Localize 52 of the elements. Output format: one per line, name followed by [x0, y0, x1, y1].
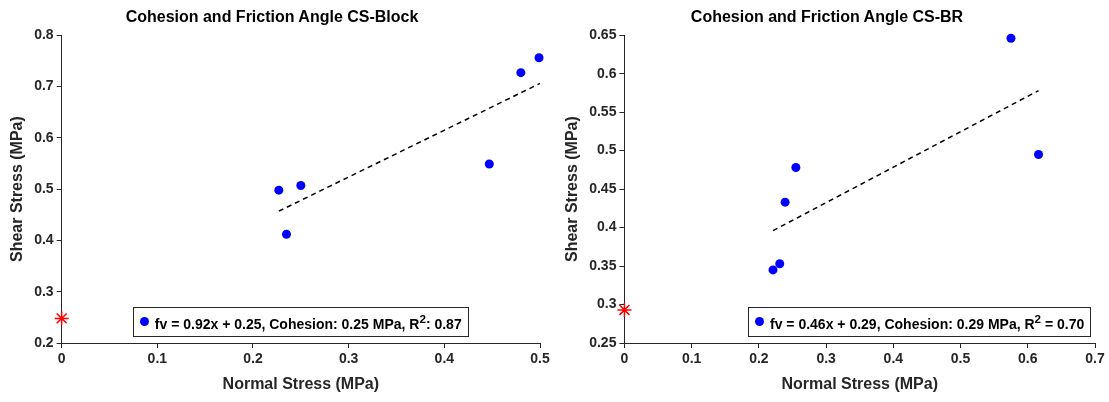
point — [1034, 149, 1044, 159]
point — [768, 265, 778, 275]
y-tick-label: 0.2 — [34, 333, 54, 350]
point — [775, 259, 785, 269]
y-tick-label: 0.7 — [34, 77, 54, 94]
chart-title: Cohesion and Friction Angle CS-BR — [690, 8, 964, 26]
point — [791, 163, 801, 173]
y-tick-label: 0.5 — [34, 179, 54, 196]
x-tick-label: 0 — [620, 350, 629, 367]
point — [534, 53, 544, 63]
x-tick-label: 0.4 — [434, 350, 455, 367]
y-tick-label: 0.35 — [589, 256, 617, 273]
x-tick-label: 0 — [57, 350, 66, 367]
y-tick-label: 0.4 — [596, 218, 617, 235]
y-tick-label: 0.3 — [596, 295, 617, 312]
y-tick-label: 0.3 — [34, 282, 54, 299]
y-tick-label: 0.65 — [589, 26, 617, 43]
point — [616, 302, 633, 318]
x-axis-title: Normal Stress (MPa) — [222, 374, 380, 392]
y-axis-title: Shear Stress (MPa) — [8, 116, 26, 263]
point — [281, 229, 291, 239]
y-tick-label: 0.25 — [589, 333, 617, 350]
y-tick-label: 0.45 — [589, 179, 617, 196]
x-tick-label: 0.3 — [816, 350, 837, 367]
x-tick-label: 0.7 — [1085, 350, 1105, 367]
x-tick-label: 0.1 — [147, 350, 168, 367]
point — [274, 185, 284, 195]
point — [1006, 33, 1016, 43]
chart-title: Cohesion and Friction Angle CS-Block — [125, 8, 419, 26]
point — [296, 181, 306, 191]
point — [780, 197, 790, 207]
point — [53, 310, 70, 327]
x-tick-label: 0.4 — [883, 350, 904, 367]
x-tick-label: 0.5 — [950, 350, 971, 367]
legend-label: fv = 0.92x + 0.25, Cohesion: 0.25 MPa, R$^{2}$: 0.87 — [154, 312, 462, 332]
y-axis-title: Shear Stress (MPa) — [563, 116, 581, 263]
x-tick-label: 0.3 — [338, 350, 359, 367]
x-axis-title: Normal Stress (MPa) — [781, 374, 938, 392]
point — [516, 68, 526, 78]
x-tick-label: 0.5 — [530, 350, 550, 367]
y-tick-label: 0.8 — [34, 26, 54, 43]
y-tick-label: 0.6 — [34, 128, 54, 145]
y-tick-label: 0.5 — [596, 141, 617, 158]
y-tick-label: 0.6 — [596, 64, 617, 81]
x-tick-label: 0.2 — [243, 350, 263, 367]
legend-label: fv = 0.46x + 0.29, Cohesion: 0.29 MPa, R$^{2}$ = 0.70 — [770, 312, 1085, 332]
x-tick-label: 0.2 — [749, 350, 769, 367]
y-tick-label: 0.4 — [34, 231, 54, 248]
x-tick-label: 0.1 — [681, 350, 702, 367]
point — [484, 159, 494, 169]
x-tick-label: 0.6 — [1018, 350, 1038, 367]
y-tick-label: 0.55 — [589, 103, 617, 120]
